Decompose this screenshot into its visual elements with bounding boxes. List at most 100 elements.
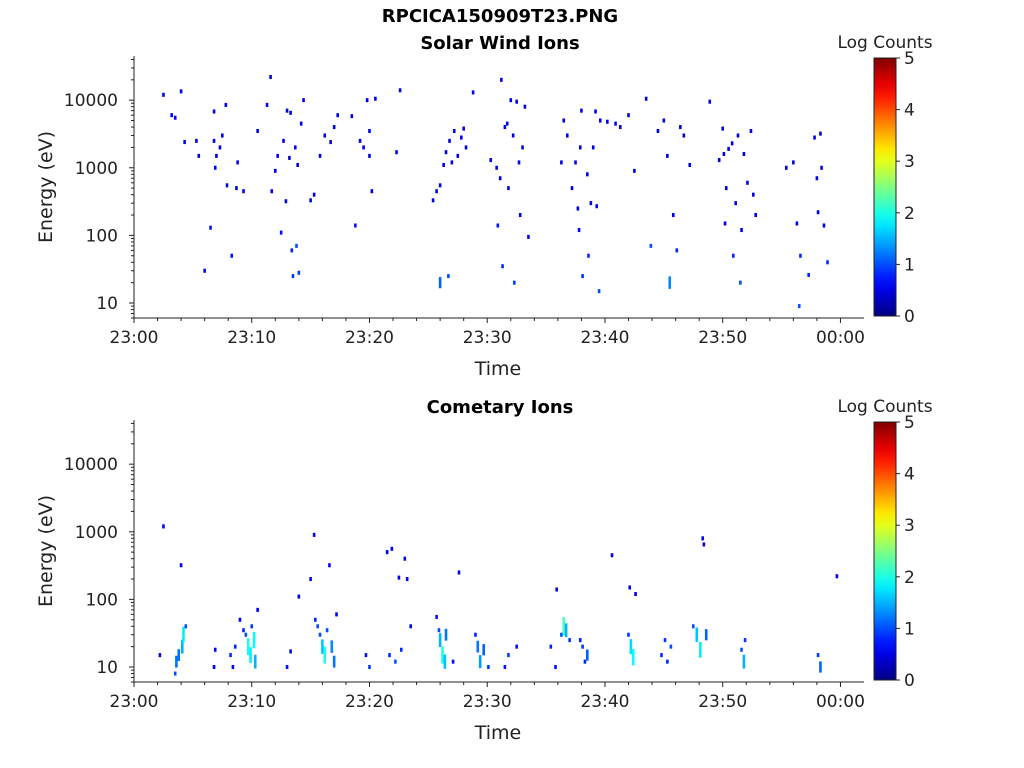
data-cell bbox=[332, 655, 336, 668]
data-cell bbox=[521, 145, 524, 150]
data-cell bbox=[734, 201, 737, 206]
data-cell bbox=[179, 89, 183, 94]
data-cell bbox=[195, 138, 198, 143]
data-cell bbox=[792, 160, 795, 165]
data-cell bbox=[701, 536, 704, 541]
colorbar-tick-label: 5 bbox=[904, 49, 915, 69]
data-cell bbox=[230, 253, 234, 258]
data-cell bbox=[498, 176, 502, 181]
y-tick-label: 10000 bbox=[64, 91, 118, 111]
data-cell bbox=[581, 274, 584, 279]
data-cell bbox=[279, 230, 283, 235]
data-cell bbox=[682, 133, 686, 138]
y-tick-label: 100 bbox=[86, 590, 118, 610]
data-cell bbox=[244, 632, 248, 637]
x-tick-label: 23:00 bbox=[110, 692, 159, 712]
data-cell bbox=[405, 577, 409, 582]
data-cell bbox=[273, 168, 277, 173]
data-cell bbox=[246, 638, 250, 656]
data-cell bbox=[438, 183, 442, 188]
data-cell bbox=[162, 524, 165, 529]
data-cell bbox=[158, 653, 162, 658]
data-cell bbox=[332, 125, 336, 130]
data-cell bbox=[173, 671, 177, 676]
data-cell bbox=[724, 186, 728, 191]
colorbar-tick-label: 4 bbox=[904, 101, 915, 121]
data-cell bbox=[471, 90, 475, 95]
data-cell bbox=[598, 118, 602, 123]
data-cell bbox=[218, 145, 222, 150]
data-cell bbox=[368, 664, 371, 670]
data-cell bbox=[173, 115, 177, 120]
data-cell bbox=[708, 99, 712, 104]
data-cell bbox=[797, 304, 801, 309]
data-cell bbox=[560, 632, 563, 637]
data-cell bbox=[297, 270, 301, 275]
data-cell bbox=[184, 624, 188, 629]
data-cell bbox=[235, 186, 238, 191]
x-tick-label: 23:50 bbox=[698, 328, 747, 348]
data-cell bbox=[577, 228, 581, 233]
data-cell bbox=[358, 138, 362, 143]
data-cell bbox=[568, 638, 571, 643]
data-cell bbox=[450, 160, 454, 165]
data-cell bbox=[197, 153, 201, 158]
y-tick-label: 10 bbox=[96, 294, 118, 314]
data-cell bbox=[586, 649, 589, 661]
y-tick-label: 1000 bbox=[75, 159, 118, 179]
data-cell bbox=[321, 639, 324, 654]
colorbar-label: Log Counts bbox=[837, 397, 932, 417]
data-cell bbox=[527, 234, 530, 239]
data-cell bbox=[695, 627, 699, 642]
colorbar: Log Counts 0 1 2 3 4 5 bbox=[837, 33, 932, 327]
data-cell bbox=[397, 575, 401, 580]
y-tick-label: 10 bbox=[96, 658, 118, 678]
data-cell bbox=[742, 654, 746, 669]
data-cell bbox=[350, 114, 354, 119]
data-cell bbox=[285, 664, 289, 670]
data-cell bbox=[717, 158, 721, 163]
data-cell bbox=[671, 213, 675, 218]
data-cell bbox=[578, 638, 582, 643]
data-cell bbox=[784, 165, 788, 170]
data-cell bbox=[438, 633, 442, 647]
data-cell bbox=[183, 140, 186, 145]
data-cell bbox=[238, 617, 242, 622]
data-cell bbox=[614, 121, 617, 126]
panel-solar-wind: 23:00 23:10 23:20 23:30 23:40 23:50 00:0010100… bbox=[35, 33, 933, 380]
data-cell bbox=[669, 644, 673, 649]
data-cell bbox=[482, 644, 485, 656]
data-cell bbox=[438, 277, 442, 289]
data-cell bbox=[606, 119, 609, 124]
data-cell bbox=[509, 98, 513, 103]
data-cell bbox=[560, 160, 563, 165]
data-cell bbox=[394, 659, 397, 664]
data-cell bbox=[633, 168, 636, 173]
data-cell bbox=[610, 553, 614, 558]
data-cell bbox=[727, 146, 730, 151]
data-cell bbox=[302, 98, 305, 103]
data-cell bbox=[565, 133, 569, 138]
data-cell bbox=[815, 176, 819, 181]
x-tick-label: 23:40 bbox=[580, 328, 629, 348]
data-cell bbox=[507, 186, 510, 191]
data-cell bbox=[179, 563, 183, 568]
x-axis-label: Time bbox=[474, 358, 522, 380]
data-cells bbox=[158, 524, 839, 676]
data-cell bbox=[290, 248, 294, 253]
data-cell bbox=[505, 121, 509, 126]
data-cell bbox=[589, 201, 593, 206]
data-cell bbox=[464, 145, 468, 150]
data-cell bbox=[252, 631, 256, 649]
data-cell bbox=[826, 260, 829, 265]
data-cell bbox=[578, 145, 582, 150]
data-cell bbox=[562, 118, 566, 123]
data-cell bbox=[364, 653, 368, 658]
data-cell bbox=[296, 162, 299, 168]
data-cell bbox=[730, 141, 734, 146]
data-cell bbox=[813, 135, 816, 140]
data-cell bbox=[500, 77, 503, 82]
data-cell bbox=[318, 153, 322, 158]
data-cell bbox=[668, 276, 672, 289]
x-tick-label: 23:20 bbox=[345, 328, 394, 348]
